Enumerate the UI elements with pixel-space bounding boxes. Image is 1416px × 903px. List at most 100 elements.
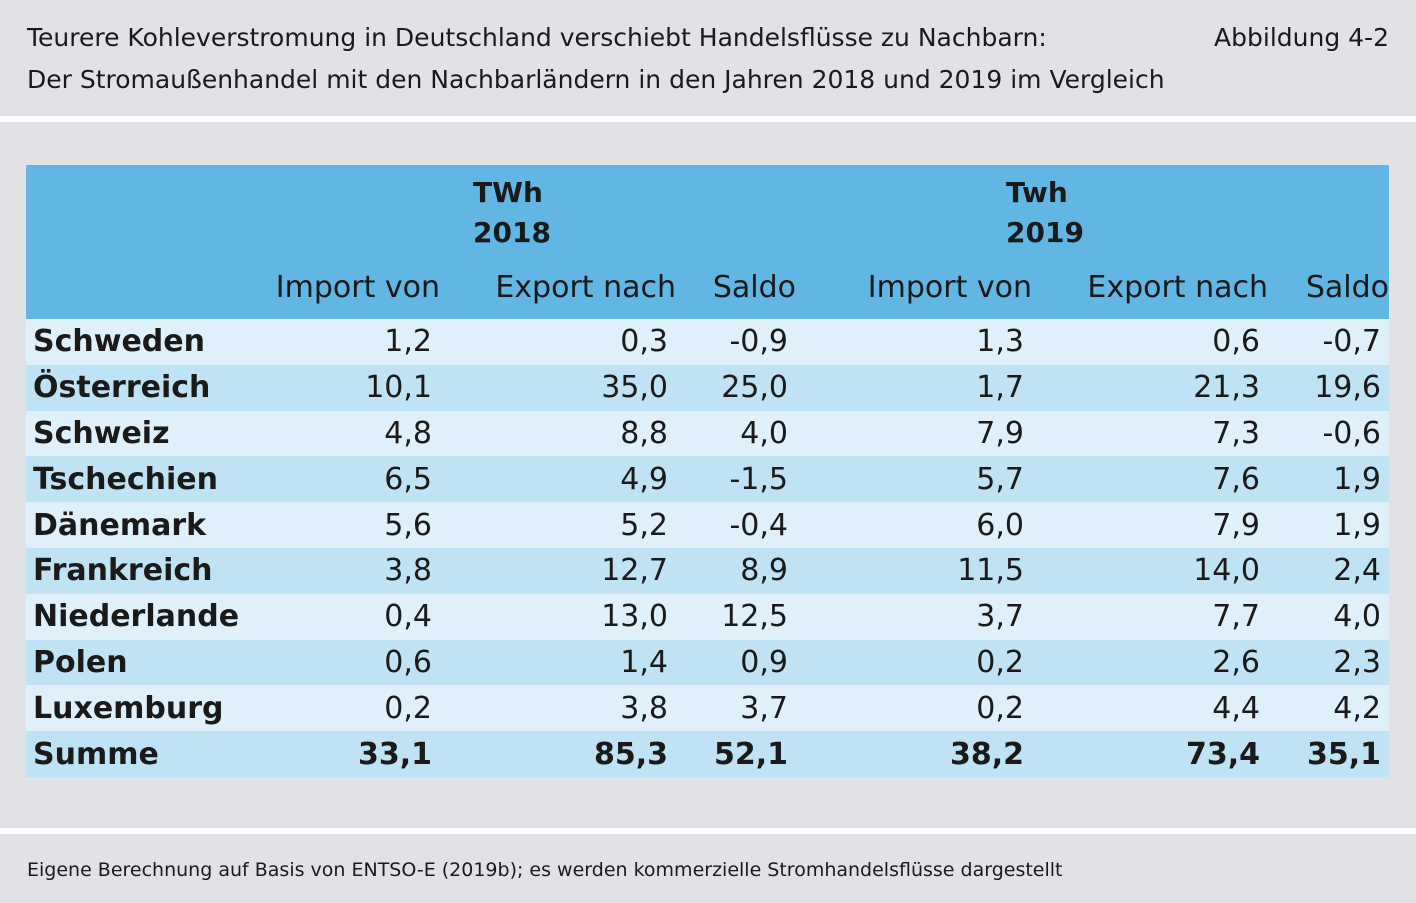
table-row: Luxemburg 0,2 3,8 3,7 0,2 4,4 4,2: [26, 685, 1390, 732]
value-cell: 0,2: [255, 685, 440, 732]
value-cell: 2,3: [1268, 639, 1390, 686]
header-row-year: 2018 2019: [26, 209, 1390, 255]
figure-label: Abbildung 4-2: [1214, 23, 1389, 52]
value-cell: 7,9: [1032, 502, 1269, 548]
value-cell: 4,4: [1032, 685, 1269, 732]
value-cell: 0,4: [255, 593, 440, 640]
column-header: Saldo: [1268, 255, 1390, 319]
table-row: Polen 0,6 1,4 0,9 0,2 2,6 2,3: [26, 639, 1390, 686]
value-cell: 8,8: [440, 410, 676, 457]
value-cell: 5,7: [796, 456, 1033, 503]
value-cell: 25,0: [676, 364, 797, 411]
value-cell: 85,3: [440, 731, 676, 777]
value-cell: 0,6: [255, 639, 440, 686]
value-cell: 1,7: [796, 364, 1033, 411]
value-cell: 0,6: [1032, 319, 1269, 365]
country-cell: Schweiz: [26, 410, 255, 457]
value-cell: 3,8: [440, 685, 676, 732]
value-cell: 35,0: [440, 364, 676, 411]
value-cell: 5,2: [440, 502, 676, 548]
value-cell: 0,2: [796, 639, 1033, 686]
value-cell: 3,7: [796, 593, 1033, 640]
value-cell: 0,9: [676, 639, 797, 686]
unit-2018: TWh: [255, 165, 797, 209]
column-header: Import von: [255, 255, 440, 319]
value-cell: 19,6: [1268, 364, 1390, 411]
value-cell: 38,2: [796, 731, 1033, 777]
value-cell: 1,9: [1268, 456, 1390, 503]
value-cell: -0,4: [676, 502, 797, 548]
column-header: Export nach: [1032, 255, 1269, 319]
value-cell: 2,4: [1268, 547, 1390, 594]
value-cell: 14,0: [1032, 547, 1269, 594]
value-cell: 7,3: [1032, 410, 1269, 457]
country-cell: Summe: [26, 731, 255, 777]
table-row: Schweiz 4,8 8,8 4,0 7,9 7,3 -0,6: [26, 410, 1390, 457]
value-cell: 12,5: [676, 593, 797, 640]
country-cell: Österreich: [26, 364, 255, 411]
column-header: Saldo: [676, 255, 797, 319]
table-row: Schweden 1,2 0,3 -0,9 1,3 0,6 -0,7: [26, 319, 1390, 365]
value-cell: 4,2: [1268, 685, 1390, 732]
value-cell: 8,9: [676, 547, 797, 594]
value-cell: 73,4: [1032, 731, 1269, 777]
value-cell: -1,5: [676, 456, 797, 503]
value-cell: 21,3: [1032, 364, 1269, 411]
value-cell: 4,0: [1268, 593, 1390, 640]
country-cell: Tschechien: [26, 456, 255, 503]
value-cell: -0,7: [1268, 319, 1390, 365]
table-row-sum: Summe 33,1 85,3 52,1 38,2 73,4 35,1: [26, 731, 1390, 777]
column-header: Import von: [796, 255, 1033, 319]
value-cell: 52,1: [676, 731, 797, 777]
value-cell: -0,9: [676, 319, 797, 365]
value-cell: 2,6: [1032, 639, 1269, 686]
value-cell: 13,0: [440, 593, 676, 640]
country-cell: Niederlande: [26, 593, 255, 640]
unit-2019: Twh: [796, 165, 1390, 209]
table-row: Österreich 10,1 35,0 25,0 1,7 21,3 19,6: [26, 364, 1390, 411]
year-2019: 2019: [796, 209, 1390, 255]
value-cell: 6,5: [255, 456, 440, 503]
value-cell: 1,2: [255, 319, 440, 365]
value-cell: 12,7: [440, 547, 676, 594]
year-2018: 2018: [255, 209, 797, 255]
table-row: Niederlande 0,4 13,0 12,5 3,7 7,7 4,0: [26, 593, 1390, 640]
header-row-unit: TWh Twh: [26, 165, 1390, 209]
country-cell: Schweden: [26, 319, 255, 365]
table-row: Dänemark 5,6 5,2 -0,4 6,0 7,9 1,9: [26, 502, 1390, 548]
value-cell: 4,9: [440, 456, 676, 503]
value-cell: 35,1: [1268, 731, 1390, 777]
value-cell: 4,8: [255, 410, 440, 457]
value-cell: 4,0: [676, 410, 797, 457]
value-cell: 0,3: [440, 319, 676, 365]
value-cell: 6,0: [796, 502, 1033, 548]
value-cell: 3,8: [255, 547, 440, 594]
footer-panel: [0, 834, 1416, 903]
trade-table: TWh Twh 2018 2019 Import von Export nach…: [26, 165, 1390, 777]
country-cell: Luxemburg: [26, 685, 255, 732]
header-blank: [26, 209, 255, 255]
value-cell: 33,1: [255, 731, 440, 777]
table-row: Tschechien 6,5 4,9 -1,5 5,7 7,6 1,9: [26, 456, 1390, 503]
page-title: Teurere Kohleverstromung in Deutschland …: [27, 23, 1047, 52]
value-cell: 1,4: [440, 639, 676, 686]
header-panel: [0, 0, 1416, 116]
value-cell: 3,7: [676, 685, 797, 732]
table-row: Frankreich 3,8 12,7 8,9 11,5 14,0 2,4: [26, 547, 1390, 594]
country-cell: Polen: [26, 639, 255, 686]
country-cell: Frankreich: [26, 547, 255, 594]
value-cell: 10,1: [255, 364, 440, 411]
page-subtitle: Der Stromaußenhandel mit den Nachbarländ…: [27, 65, 1165, 94]
value-cell: 1,9: [1268, 502, 1390, 548]
value-cell: 5,6: [255, 502, 440, 548]
header-row-columns: Import von Export nach Saldo Import von …: [26, 255, 1390, 319]
column-header: Export nach: [440, 255, 676, 319]
value-cell: 7,7: [1032, 593, 1269, 640]
value-cell: 0,2: [796, 685, 1033, 732]
header-blank: [26, 255, 255, 319]
source-note: Eigene Berechnung auf Basis von ENTSO-E …: [27, 859, 1063, 881]
value-cell: -0,6: [1268, 410, 1390, 457]
value-cell: 7,9: [796, 410, 1033, 457]
value-cell: 7,6: [1032, 456, 1269, 503]
value-cell: 1,3: [796, 319, 1033, 365]
